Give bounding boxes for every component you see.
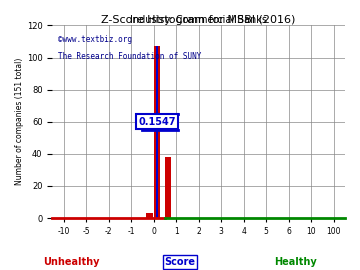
Text: Score: Score (165, 256, 195, 266)
Bar (156, 46, 158, 218)
Text: Unhealthy: Unhealthy (43, 256, 100, 266)
Bar (165, 157, 171, 218)
Text: 0.1547: 0.1547 (138, 117, 176, 127)
Text: ©www.textbiz.org: ©www.textbiz.org (58, 35, 132, 44)
Y-axis label: Number of companies (151 total): Number of companies (151 total) (15, 58, 24, 185)
Text: Industry: Commercial Banks: Industry: Commercial Banks (130, 15, 267, 25)
Bar (154, 46, 160, 218)
Text: Healthy: Healthy (274, 256, 317, 266)
Text: The Research Foundation of SUNY: The Research Foundation of SUNY (58, 52, 202, 61)
Title: Z-Score Histogram for MSBI (2016): Z-Score Histogram for MSBI (2016) (102, 15, 296, 25)
Bar (147, 213, 153, 218)
